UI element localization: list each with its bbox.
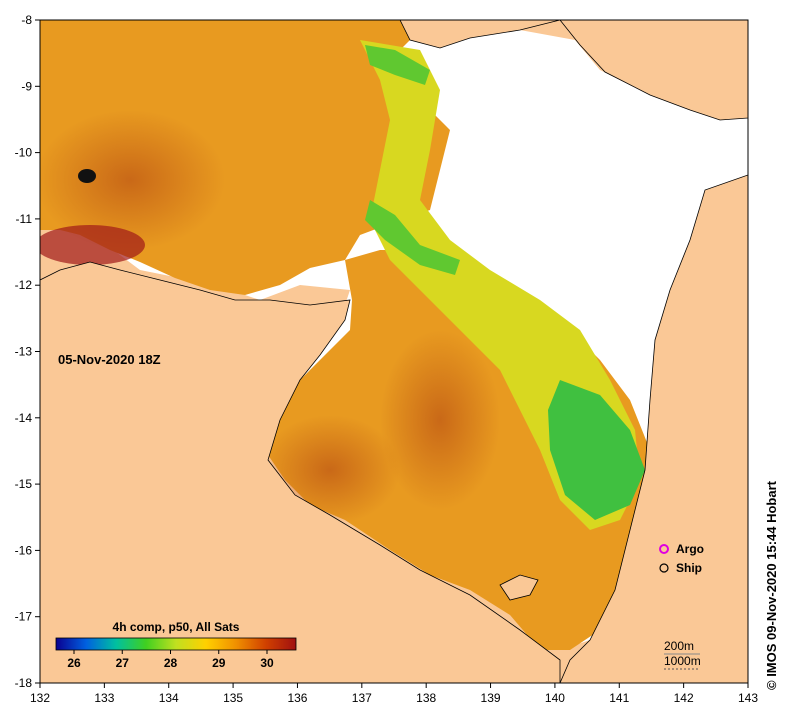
x-tick-label: 137 <box>352 691 372 705</box>
colorbar-tick-label: 30 <box>260 656 274 670</box>
sst-green-patch <box>548 380 645 520</box>
x-tick-label: 136 <box>287 691 307 705</box>
data-blob <box>78 169 96 183</box>
y-axis: -8 -9 -10 -11 -12 -13 -14 -15 -16 -17 -18 <box>15 13 40 690</box>
y-tick-label: -8 <box>21 13 32 27</box>
x-tick-label: 134 <box>159 691 179 705</box>
y-tick-label: -11 <box>16 212 33 226</box>
x-tick-label: 143 <box>738 691 758 705</box>
colorbar: 4h comp, p50, All Sats 26 27 28 29 30 <box>55 620 297 670</box>
colorbar-tick-label: 29 <box>212 656 226 670</box>
y-tick-label: -18 <box>15 676 33 690</box>
y-tick-label: -12 <box>15 278 33 292</box>
ship-marker-icon <box>659 563 669 573</box>
x-tick-label: 138 <box>416 691 436 705</box>
credit-text: © IMOS 09-Nov-2020 15:44 Hobart <box>764 481 779 690</box>
argo-marker-icon <box>659 544 669 554</box>
y-tick-label: -16 <box>15 543 33 557</box>
warm-core-3 <box>380 330 500 510</box>
y-tick-label: -17 <box>15 610 33 624</box>
date-label: 05-Nov-2020 18Z <box>58 352 161 367</box>
colorbar-tick-label: 26 <box>67 656 81 670</box>
warm-core-1 <box>40 110 225 250</box>
land-papua <box>399 20 561 49</box>
sst-green-streak-2 <box>365 200 460 275</box>
contour-legend: 200m 1000m <box>664 639 701 670</box>
y-tick-label: -10 <box>15 146 33 160</box>
legend-ship-label: Ship <box>676 561 702 575</box>
x-tick-label: 142 <box>674 691 694 705</box>
x-axis: 132 133 134 135 136 137 138 139 140 141 142 143 <box>30 683 758 705</box>
x-tick-label: 132 <box>30 691 50 705</box>
colorbar-tick-label: 27 <box>116 656 130 670</box>
land-mornington-island <box>499 574 539 601</box>
plot-area <box>40 20 748 683</box>
colorbar-ticks: 26 27 28 29 30 <box>67 650 274 670</box>
y-tick-label: -15 <box>15 477 33 491</box>
contour-1000m-label: 1000m <box>664 654 701 668</box>
legend: Argo Ship <box>659 542 704 575</box>
sst-green-streak <box>365 45 430 85</box>
land-cape-york-east <box>559 174 748 683</box>
x-tick-label: 133 <box>94 691 114 705</box>
x-tick-label: 135 <box>223 691 243 705</box>
y-tick-label: -9 <box>21 79 32 93</box>
x-tick-label: 140 <box>545 691 565 705</box>
land-cape-york <box>559 20 748 121</box>
warm-core-coast <box>40 225 145 265</box>
contour-200m-label: 200m <box>664 639 694 653</box>
y-tick-label: -14 <box>15 411 33 425</box>
x-tick-label: 141 <box>609 691 629 705</box>
colorbar-bar <box>55 637 297 651</box>
colorbar-tick-label: 28 <box>164 656 178 670</box>
legend-argo-label: Argo <box>676 542 704 556</box>
land-arnhem <box>40 261 561 683</box>
x-tick-label: 139 <box>481 691 501 705</box>
colorbar-title: 4h comp, p50, All Sats <box>113 620 240 634</box>
y-tick-label: -13 <box>15 345 33 359</box>
